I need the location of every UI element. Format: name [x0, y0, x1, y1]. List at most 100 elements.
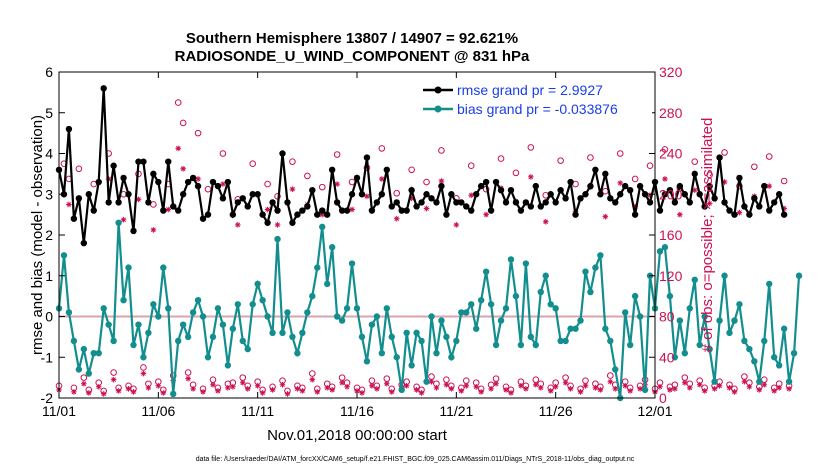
- bias-point: [175, 337, 182, 345]
- obs-assimilated-point: [771, 388, 777, 394]
- obs-assimilated-point: [617, 180, 624, 186]
- obs-assimilated-point: [547, 388, 554, 394]
- obs-assimilated-point: [537, 385, 544, 391]
- rmse-point: [234, 199, 241, 206]
- rmse-point: [572, 211, 579, 218]
- bias-point: [433, 349, 440, 357]
- bias-point: [701, 313, 708, 320]
- bias-point: [795, 272, 803, 279]
- bias-point: [289, 333, 296, 341]
- rmse-point: [716, 154, 723, 161]
- plot-area: [59, 72, 655, 398]
- bias-point: [666, 292, 674, 300]
- rmse-point: [363, 154, 371, 161]
- bias-point: [294, 349, 301, 357]
- obs-assimilated-point: [761, 381, 768, 388]
- obs-assimilated-point: [299, 388, 306, 394]
- bias-point: [249, 301, 256, 308]
- obs-assimilated-point: [110, 376, 117, 383]
- rmse-point: [249, 191, 256, 198]
- rmse-point: [184, 178, 192, 186]
- obs-possible-point: [438, 147, 445, 154]
- obs-possible-point: [780, 177, 788, 185]
- rmse-point: [477, 182, 485, 190]
- bias-point: [626, 341, 634, 349]
- bias-point: [751, 358, 758, 365]
- bias-point: [224, 362, 232, 369]
- rmse-point: [80, 239, 88, 247]
- obs-possible-point: [179, 119, 187, 127]
- bias-point: [343, 305, 351, 312]
- rmse-point: [458, 199, 465, 206]
- bias-point: [532, 341, 539, 349]
- rmse-point: [577, 195, 584, 202]
- y-right-tick-label: 320: [659, 64, 683, 80]
- y-axis-right: 0 40 80 120 160 200 240 280 320: [649, 64, 683, 406]
- obs-possible-point: [721, 149, 728, 156]
- bias-point: [70, 337, 78, 345]
- bias-point: [497, 317, 505, 324]
- obs-assimilated-point: [463, 382, 470, 389]
- bias-point: [790, 349, 798, 357]
- rmse-point: [507, 186, 515, 194]
- bias-point: [636, 313, 644, 320]
- rmse-point: [274, 207, 281, 214]
- obs-assimilated-point: [766, 183, 773, 189]
- bias-point: [140, 354, 147, 361]
- bias-point: [507, 256, 515, 263]
- obs-assimilated-point: [145, 385, 152, 391]
- rmse-point: [239, 195, 246, 202]
- rmse-point: [75, 195, 83, 202]
- bias-point: [259, 297, 266, 304]
- bias-point: [676, 317, 684, 324]
- rmse-point: [448, 191, 455, 198]
- obs-assimilated-point: [488, 386, 494, 392]
- obs-possible-point: [110, 369, 117, 376]
- rmse-point: [751, 195, 758, 202]
- x-tick-label: 11/26: [539, 403, 573, 419]
- bias-point: [423, 378, 430, 385]
- rmse-point: [428, 195, 435, 202]
- rmse-point: [711, 195, 718, 202]
- obs-assimilated-point: [523, 386, 529, 392]
- obs-assimilated-point: [637, 386, 643, 392]
- legend-rmse-marker: [434, 86, 442, 94]
- rmse-point: [482, 178, 490, 186]
- obs-assimilated-point: [473, 383, 479, 390]
- bias-point: [100, 305, 107, 312]
- rmse-point: [110, 162, 117, 169]
- obs-assimilated-point: [786, 386, 792, 392]
- rmse-point: [557, 186, 564, 194]
- rmse-point: [289, 219, 296, 226]
- obs-assimilated-point: [100, 391, 107, 397]
- obs-assimilated-point: [359, 390, 365, 396]
- obs-assimilated-point: [393, 215, 400, 222]
- bias-point: [542, 272, 549, 279]
- obs-possible-point: [393, 189, 401, 197]
- bias-point: [671, 354, 679, 361]
- rmse-point: [85, 191, 93, 198]
- bias-point: [487, 301, 495, 308]
- rmse-point: [671, 199, 679, 206]
- bias-point: [766, 280, 773, 288]
- bias-point: [557, 337, 564, 345]
- rmse-point: [299, 207, 306, 214]
- footer-data-file: data file: /Users/raeder/DAI/ATM_forcXX/…: [196, 456, 635, 463]
- obs-assimilated-point: [374, 386, 380, 392]
- obs-assimilated-point: [542, 218, 549, 225]
- obs-possible-point: [512, 169, 520, 177]
- bias-point: [761, 337, 768, 345]
- rmse-point: [333, 199, 341, 206]
- y-right-tick-label: 280: [659, 105, 683, 121]
- rmse-point: [413, 203, 420, 210]
- obs-possible-point: [309, 370, 316, 377]
- bias-point: [721, 272, 728, 279]
- rmse-point: [229, 211, 237, 218]
- x-tick-label: 12/01: [637, 403, 672, 419]
- obs-assimilated-point: [602, 213, 609, 220]
- bias-point: [577, 317, 584, 324]
- rmse-point: [686, 199, 693, 206]
- bias-point: [130, 341, 137, 349]
- bias-point: [135, 321, 142, 328]
- rmse-point: [666, 186, 674, 194]
